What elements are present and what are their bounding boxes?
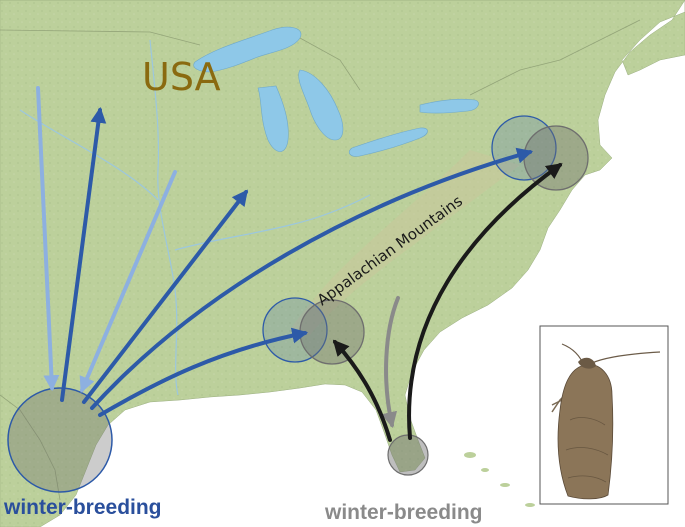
west-source-label: winter-breeding [3,496,162,519]
arrow-dark-midsouth [98,327,309,417]
arrow-light-south-1 [36,86,60,392]
lake-michigan [257,85,289,152]
moth-head [578,357,596,369]
missouri-river [19,109,159,201]
mississippi-river [149,39,179,396]
arrow-black-northeast [407,163,563,440]
arrow-black-midsouth [332,339,392,442]
lake-huron [298,69,344,141]
arrow-gray-south [381,296,400,429]
northeast-zone-gray [523,125,589,191]
moth-wings [557,364,614,500]
moth-wing-pattern [565,417,609,483]
borders [0,19,641,501]
arrow-dark-north-1 [60,106,107,402]
highlands [290,150,520,335]
great-lakes [193,26,479,157]
country-label: USA [142,55,221,99]
lake-ontario [419,98,479,114]
arrow-light-south-2 [79,170,177,393]
east-migration-arrows [332,163,563,442]
east-source-label: winter-breeding [324,501,483,524]
mid-south-zone-gray [299,299,365,365]
canada-border [0,19,641,96]
arrow-dark-north-2 [82,189,248,404]
lake-superior [193,26,302,73]
moth-inset [539,325,669,505]
west-breeding-zone [7,387,113,493]
west-migration-arrows [36,86,534,417]
arrow-dark-northeast [90,147,534,410]
mexico-border [0,394,61,501]
florida-breeding-zone [387,434,429,476]
bahamas [464,452,535,507]
moth-icon [551,343,661,500]
lake-erie [348,127,428,157]
